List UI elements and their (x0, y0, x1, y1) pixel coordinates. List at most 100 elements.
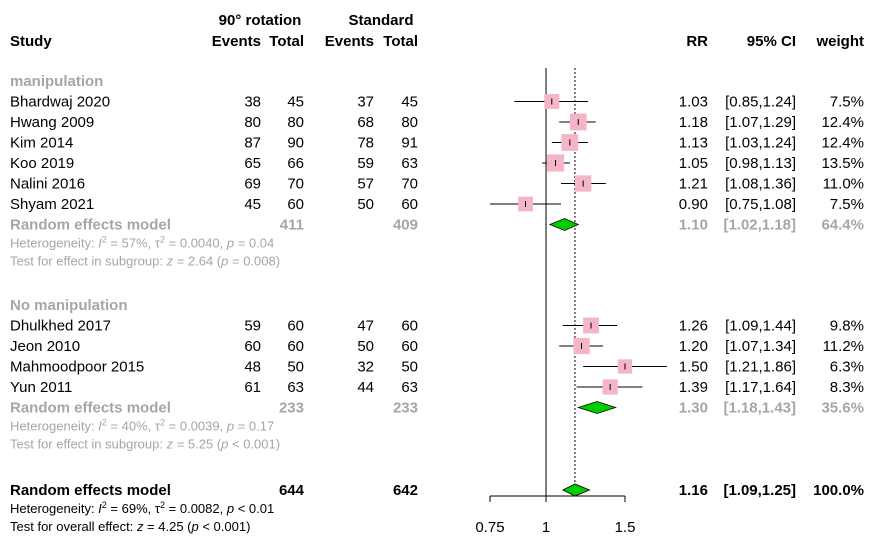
overall-stats-heterogeneity: Heterogeneity: I2 = 69%, τ2 = 0.0082, p … (10, 500, 274, 516)
total-group1: 50 (287, 359, 304, 376)
study-name: Dhulkhed 2017 (10, 318, 111, 335)
weight-value: 12.4% (821, 135, 864, 152)
weight-value: 7.5% (830, 196, 864, 213)
subgroup-stats-test-part: = 2.64 ( (173, 254, 222, 269)
subgroup-title: manipulation (10, 73, 103, 90)
rr-value: 1.50 (679, 359, 708, 376)
weight-value: 11.0% (823, 176, 864, 193)
ci-value: [0.98,1.13] (725, 155, 796, 172)
weight-value: 12.4% (821, 114, 864, 131)
weight-value: 11.2% (823, 338, 864, 355)
events-group1: 65 (244, 155, 261, 172)
total-group1: 80 (287, 114, 304, 131)
subgroup-stats-heterogeneity-part: 2 (160, 235, 165, 245)
events-group1: 61 (244, 379, 261, 396)
subgroup-stats-heterogeneity-part: = 0.0040, (165, 236, 227, 251)
study-name: Shyam 2021 (10, 196, 94, 213)
study-name: Nalini 2016 (10, 176, 85, 193)
ci-value: [1.03,1.24] (725, 135, 796, 152)
overall-total2: 642 (393, 482, 418, 499)
subgroup-model-total1: 411 (280, 217, 304, 234)
total-group1: 60 (287, 338, 304, 355)
study-name: Kim 2014 (10, 135, 73, 152)
subgroup-stats-heterogeneity-part: = 0.04 (234, 236, 274, 251)
weight-value: 6.3% (830, 359, 864, 376)
events-group2: 68 (357, 114, 374, 131)
events-group2: 59 (357, 155, 374, 172)
study-name: Koo 2019 (10, 155, 74, 172)
subgroup-stats-test-part: = 5.25 ( (173, 437, 222, 452)
subgroup-stats-heterogeneity: Heterogeneity: I2 = 40%, τ2 = 0.0039, p … (10, 418, 274, 434)
subgroup-stats-test-part: z (166, 437, 174, 452)
overall-stats-heterogeneity-part: 2 (102, 500, 107, 510)
total-group1: 63 (287, 379, 304, 396)
x-tick-label: 0.75 (475, 519, 504, 536)
ci-value: [1.07,1.29] (725, 114, 796, 131)
rr-value: 0.90 (679, 196, 708, 213)
total-group1: 45 (287, 94, 304, 111)
rr-value: 1.13 (679, 135, 708, 152)
header-ci: 95% CI (747, 33, 796, 50)
header-study: Study (10, 33, 52, 50)
events-group2: 50 (357, 338, 374, 355)
total-group2: 63 (401, 155, 418, 172)
events-group2: 57 (357, 176, 374, 193)
subgroup-stats-test-part: Test for effect in subgroup: (10, 254, 167, 269)
study-name: Mahmoodpoor 2015 (10, 359, 144, 376)
events-group2: 47 (357, 318, 374, 335)
header-events-2: Events (325, 33, 374, 50)
overall-weight: 100.0% (813, 482, 864, 499)
weight-value: 8.3% (830, 379, 864, 396)
rr-value: 1.05 (679, 155, 708, 172)
header-weight: weight (816, 33, 865, 50)
total-group1: 70 (287, 176, 304, 193)
total-group2: 60 (401, 318, 418, 335)
subgroup-stats-test: Test for effect in subgroup: z = 5.25 (p… (10, 437, 280, 452)
header-total-2: Total (383, 33, 418, 50)
subgroup-stats-test: Test for effect in subgroup: z = 2.64 (p… (10, 254, 280, 269)
overall-stats-heterogeneity-part: < 0.01 (234, 501, 274, 516)
total-group1: 60 (287, 318, 304, 335)
study-name: Jeon 2010 (10, 338, 80, 355)
subgroup-stats-heterogeneity-part: = 0.0039, (165, 419, 227, 434)
ci-value: [1.08,1.36] (725, 176, 796, 193)
subgroup-stats-heterogeneity-part: Heterogeneity: (10, 236, 98, 251)
subgroup-model-label: Random effects model (10, 400, 171, 417)
overall-ci: [1.09,1.25] (723, 482, 796, 499)
rr-value: 1.03 (679, 94, 708, 111)
events-group1: 80 (244, 114, 261, 131)
rr-value: 1.21 (679, 176, 708, 193)
overall-stats-heterogeneity-part: 2 (160, 500, 165, 510)
subgroup-model-total2: 233 (393, 400, 418, 417)
events-group2: 37 (357, 94, 374, 111)
subgroup-stats-heterogeneity-part: p (226, 236, 234, 251)
ci-value: [1.17,1.64] (725, 379, 796, 396)
header-group1: 90° rotation (219, 12, 302, 29)
subgroup-stats-heterogeneity: Heterogeneity: I2 = 57%, τ2 = 0.0040, p … (10, 235, 274, 251)
total-group2: 45 (401, 94, 418, 111)
overall-stats-heterogeneity-part: p (226, 501, 234, 516)
subgroup-model-ci: [1.18,1.43] (723, 400, 796, 417)
subgroup-stats-test-part: z (166, 254, 174, 269)
events-group1: 45 (244, 196, 261, 213)
ci-value: [1.21,1.86] (725, 359, 796, 376)
x-tick-label: 1.5 (615, 519, 636, 536)
subgroup-stats-test-part: < 0.001) (228, 437, 280, 452)
total-group2: 60 (401, 338, 418, 355)
events-group2: 50 (357, 196, 374, 213)
overall-stats-test-part: Test for overall effect: (10, 519, 137, 534)
subgroup-model-rr: 1.10 (679, 217, 708, 234)
overall-stats-heterogeneity-part: = 0.0082, (165, 501, 227, 516)
overall-stats-test-part: = 4.25 ( (143, 519, 192, 534)
x-tick-label: 1 (542, 519, 550, 536)
overall-total1: 644 (279, 482, 305, 499)
ci-value: [0.85,1.24] (725, 94, 796, 111)
events-group2: 78 (357, 135, 374, 152)
subgroup-model-rr: 1.30 (679, 400, 708, 417)
total-group2: 80 (401, 114, 418, 131)
study-name: Hwang 2009 (10, 114, 94, 131)
subgroup-stats-heterogeneity-part: 2 (160, 418, 165, 428)
subgroup-stats-heterogeneity-part: p (226, 419, 234, 434)
total-group2: 50 (401, 359, 418, 376)
